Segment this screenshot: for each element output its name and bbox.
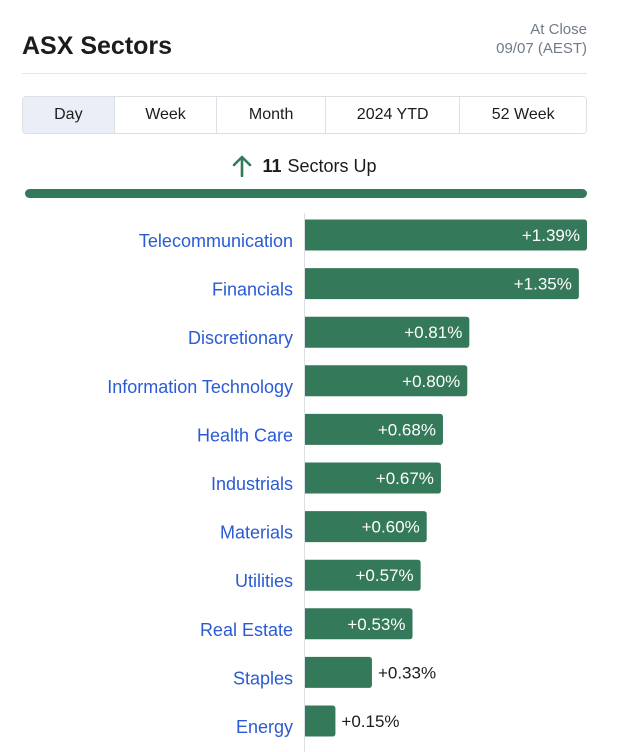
header-divider: [22, 73, 587, 74]
category-label[interactable]: Health Care: [197, 425, 293, 445]
value-label: +1.39%: [522, 226, 580, 245]
category-label[interactable]: Materials: [220, 523, 293, 543]
bar-real-estate: [305, 608, 413, 640]
sectors-up-count: 11: [262, 155, 282, 176]
category-label[interactable]: Industrials: [211, 474, 293, 494]
category-label[interactable]: Utilities: [235, 571, 293, 591]
bar-materials: [305, 511, 427, 543]
value-label: +0.53%: [347, 615, 405, 634]
tab-2024-ytd[interactable]: 2024 YTD: [325, 97, 461, 133]
value-label: +0.81%: [404, 323, 462, 342]
bar-telecommunication: [305, 219, 587, 251]
category-label[interactable]: Real Estate: [200, 620, 293, 640]
value-label: +0.67%: [376, 469, 434, 488]
widget-title: ASX Sectors: [22, 32, 173, 60]
value-label: +1.35%: [514, 275, 572, 294]
category-label[interactable]: Energy: [236, 717, 293, 737]
category-label[interactable]: Telecommunication: [139, 231, 293, 251]
bar-health-care: [305, 413, 443, 445]
tab-month[interactable]: Month: [217, 97, 326, 133]
bar-industrials: [305, 462, 441, 494]
value-label: +0.15%: [341, 712, 399, 731]
period-tabs: Day Week Month 2024 YTD 52 Week: [22, 96, 587, 134]
bar-staples: [305, 656, 372, 688]
status-line-date: 09/07 (AEST): [496, 40, 587, 57]
category-label[interactable]: Financials: [212, 280, 293, 300]
sectors-up-label: Sectors Up: [287, 155, 377, 176]
bar-utilities: [305, 559, 421, 591]
bar-energy: [305, 705, 336, 737]
breadth-bar: [25, 189, 587, 198]
tab-52-week[interactable]: 52 Week: [460, 97, 586, 133]
category-label[interactable]: Information Technology: [107, 377, 293, 397]
bar-discretionary: [305, 316, 470, 348]
bar-information-technology: [305, 365, 468, 397]
value-label: +0.68%: [378, 420, 436, 439]
status-line-close: At Close: [530, 21, 587, 38]
market-status: At Close 09/07 (AEST): [496, 20, 587, 58]
value-label: +0.80%: [402, 372, 460, 391]
tab-day[interactable]: Day: [23, 97, 115, 133]
tab-week[interactable]: Week: [114, 97, 218, 133]
arrow-up-icon: [232, 155, 252, 177]
value-label: +0.60%: [362, 518, 420, 537]
category-label[interactable]: Staples: [233, 668, 293, 688]
value-label: +0.57%: [355, 566, 413, 585]
bar-financials: [305, 268, 579, 300]
value-label: +0.33%: [378, 663, 436, 682]
sectors-up-summary: 11 Sectors Up: [0, 153, 609, 179]
category-label[interactable]: Discretionary: [188, 328, 293, 348]
